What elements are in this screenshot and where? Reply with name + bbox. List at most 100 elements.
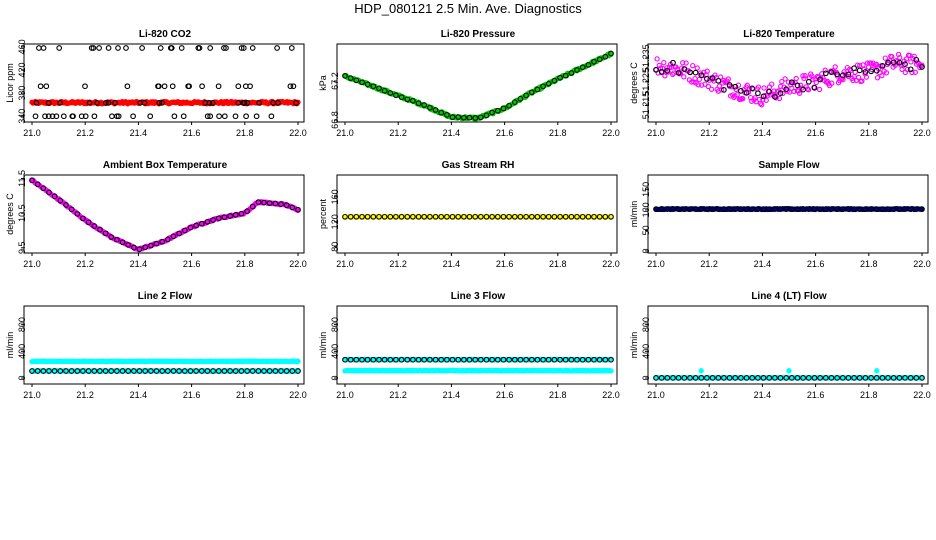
data-point: [221, 214, 228, 220]
data-point: [919, 375, 925, 381]
x-tick-label: 21.2: [389, 390, 407, 400]
data-point: [477, 213, 484, 220]
data-point: [381, 87, 388, 94]
plot-frame: [23, 43, 305, 123]
data-point: [415, 213, 422, 220]
x-tick-label: 21.6: [183, 259, 201, 269]
data-point: [692, 69, 699, 76]
data-point: [68, 206, 75, 213]
chart-panel-5: Gas Stream RH percent 80 120 160 21.0 21.2 21.4…: [318, 160, 620, 269]
data-point: [293, 100, 299, 106]
data-point: [169, 83, 176, 90]
data-point: [114, 236, 120, 243]
data-point: [159, 238, 166, 245]
data-point: [574, 213, 580, 220]
data-point: [74, 368, 81, 374]
data-point: [421, 356, 428, 363]
data-point: [793, 75, 799, 82]
data-point: [180, 113, 187, 120]
data-point: [845, 375, 852, 381]
data-point: [734, 92, 740, 98]
chart-panel-2: Li-820 Pressure kPa 66.8 67.2 21.0 21.2 21.4 21…: [318, 29, 620, 138]
data-point: [125, 368, 132, 374]
chart-title: Sample Flow: [758, 160, 819, 171]
data-point: [159, 100, 165, 106]
data-point: [695, 82, 701, 88]
data-point: [387, 213, 394, 220]
data-point: [97, 368, 103, 374]
data-point: [489, 109, 495, 116]
data-point: [717, 74, 724, 80]
data-point: [664, 206, 671, 212]
data-point: [256, 100, 262, 106]
data-point: [879, 375, 886, 381]
plot-frame: [23, 174, 305, 254]
data-point: [675, 70, 682, 76]
data-point: [557, 74, 563, 81]
data-point: [545, 356, 552, 363]
data-point: [772, 94, 778, 100]
data-point: [204, 113, 211, 120]
y-axis-label: percent: [318, 198, 328, 229]
data-point: [131, 244, 137, 251]
data-point: [832, 64, 838, 70]
data-point: [715, 206, 722, 212]
data-point: [897, 54, 903, 61]
data-point: [164, 368, 171, 374]
data-point: [740, 95, 746, 102]
data-point: [780, 90, 786, 97]
data-point: [142, 244, 149, 251]
data-point: [153, 240, 160, 247]
data-point: [854, 62, 861, 68]
data-point: [159, 368, 166, 374]
data-point: [794, 82, 801, 89]
plot-frame: [336, 174, 618, 254]
data-point: [719, 87, 725, 93]
x-tick-label: 21.6: [496, 259, 514, 269]
data-point: [545, 213, 552, 220]
data-point: [261, 199, 267, 206]
data-point: [444, 356, 450, 363]
data-point: [602, 53, 609, 60]
data-point: [904, 66, 911, 73]
x-tick-label: 22.0: [913, 390, 931, 400]
y-tick-label: 340: [17, 109, 27, 124]
x-tick-label: 22.0: [913, 128, 931, 138]
data-point: [749, 375, 756, 381]
data-point: [142, 368, 149, 374]
series-raw-high: [29, 358, 301, 365]
data-point: [283, 202, 290, 209]
data-point: [102, 368, 109, 374]
data-point: [540, 356, 546, 363]
data-point: [738, 88, 744, 94]
y-tick-label: 0: [641, 375, 651, 380]
data-point: [432, 356, 439, 363]
series-raw: [342, 50, 614, 122]
x-tick-label: 22.0: [289, 259, 307, 269]
data-point: [240, 100, 247, 106]
data-point: [862, 375, 869, 381]
data-point: [114, 368, 120, 374]
data-point: [698, 82, 705, 88]
x-tick-label: 21.8: [549, 390, 567, 400]
data-point: [57, 197, 64, 204]
data-point: [715, 77, 722, 84]
data-point: [907, 66, 914, 73]
data-point: [794, 375, 801, 381]
data-point: [466, 114, 473, 121]
y-tick-label: 0: [330, 375, 340, 380]
data-point: [517, 213, 524, 220]
y-tick-label: 400: [641, 344, 651, 359]
y-tick-label: 160: [330, 189, 340, 204]
data-point: [506, 356, 512, 363]
data-point: [40, 185, 47, 192]
data-point: [29, 368, 35, 374]
data-point: [822, 375, 829, 381]
data-point: [585, 62, 592, 68]
data-point: [551, 356, 558, 363]
y-axis-label: ml/min: [629, 332, 639, 359]
chart-panel-8: Line 3 Flow ml/min 0 400 800 21.0 21.2 21.4 21.6…: [318, 291, 620, 400]
x-tick-label: 21.0: [336, 390, 354, 400]
data-point: [278, 201, 284, 207]
data-point: [427, 213, 433, 220]
